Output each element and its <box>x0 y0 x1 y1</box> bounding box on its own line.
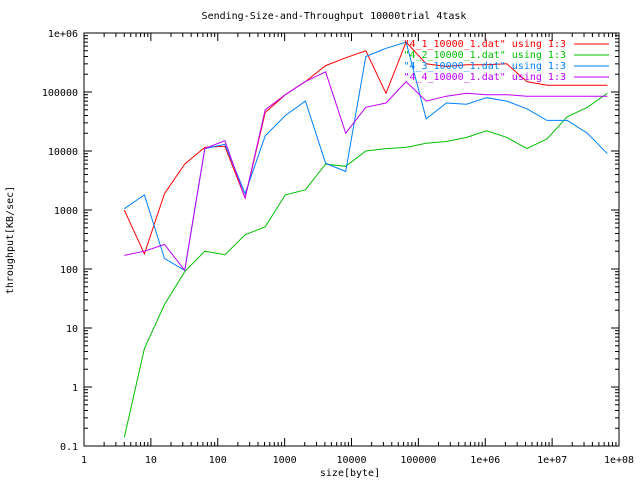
x-tick-label: 1e+08 <box>604 455 634 466</box>
plot-frame <box>83 32 620 447</box>
series-line-4 <box>124 71 608 272</box>
series-line-2 <box>123 92 608 438</box>
x-tick-label: 1e+07 <box>537 455 567 466</box>
y-tick-label: 1000 <box>54 206 78 217</box>
legend-label-4: "4_4_10000_1.dat" using 1:3 <box>403 72 566 83</box>
series-layer <box>123 41 608 438</box>
axis-ticks <box>83 32 620 447</box>
x-tick-label: 10 <box>145 455 157 466</box>
y-tick-label: 100 <box>60 265 78 276</box>
x-tick-label: 100000 <box>400 455 436 466</box>
x-tick-label: 10000 <box>336 455 366 466</box>
y-tick-label: 100000 <box>42 88 78 99</box>
x-tick-label: 100 <box>209 455 227 466</box>
y-tick-label: 0.1 <box>60 442 78 453</box>
x-tick-label: 1000 <box>273 455 297 466</box>
y-tick-label: 10000 <box>48 147 78 158</box>
legend-label-2: "4_2_10000_1.dat" using 1:3 <box>403 50 566 61</box>
y-tick-label: 1e+06 <box>48 29 78 40</box>
y-tick-label: 1 <box>72 383 78 394</box>
x-tick-label: 1 <box>81 455 87 466</box>
axis-tick-labels: 1 10 100 1000 10000 100000 1e+06 1e+07 1e+080.11… <box>42 29 634 466</box>
y-tick-label: 10 <box>66 324 78 335</box>
legend-label-3: "4_3_10000_1.dat" using 1:3 <box>403 61 566 72</box>
legend-label-1: "4_1_10000_1.dat" using 1:3 <box>403 39 566 50</box>
chart-title: Sending-Size-and-Throughput 10000trial 4… <box>202 11 467 22</box>
series-line-1 <box>123 41 608 256</box>
x-tick-label: 1e+06 <box>470 455 500 466</box>
x-axis-label: size[byte] <box>320 468 380 479</box>
legend: "4_1_10000_1.dat" using 1:3"4_2_10000_1.… <box>403 39 609 83</box>
y-axis-label: throughput[KB/sec] <box>5 186 16 294</box>
